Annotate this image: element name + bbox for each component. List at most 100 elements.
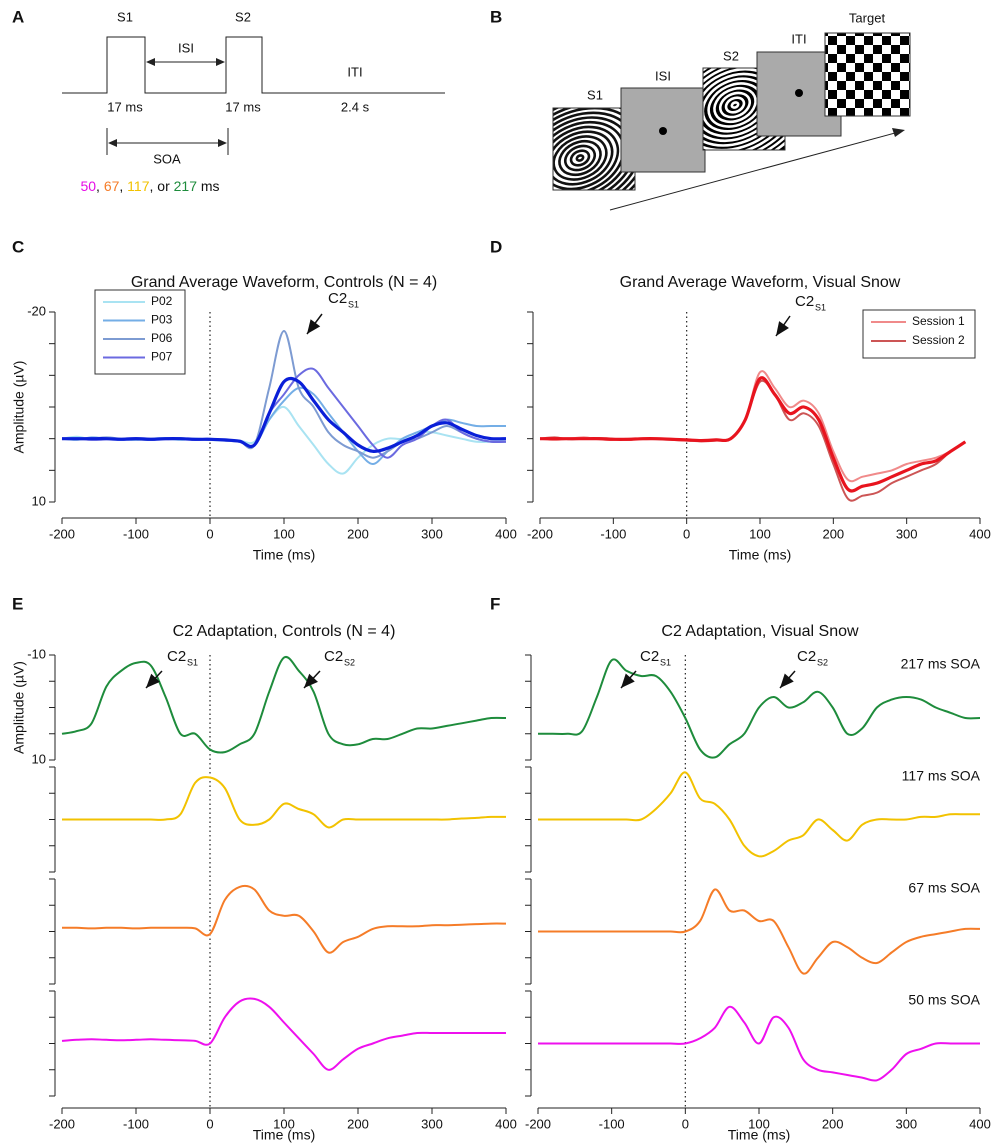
x-tick-label: 200 xyxy=(822,526,844,541)
waveform xyxy=(62,376,507,454)
ridge xyxy=(724,96,746,114)
label: ISI xyxy=(655,68,671,83)
annotation-arrowhead xyxy=(307,319,321,334)
panel-label: A xyxy=(12,7,24,26)
x-tick-label: 400 xyxy=(969,1116,991,1131)
y-tick-label: 10 xyxy=(32,751,46,766)
soa-option: ms xyxy=(197,178,220,194)
ridge xyxy=(553,125,620,190)
label: ITI xyxy=(791,31,806,46)
panel-label: B xyxy=(490,7,502,26)
y-tick-label: -10 xyxy=(27,646,46,661)
legend-label: Session 1 xyxy=(912,314,965,328)
ridge xyxy=(553,130,614,186)
x-tick-label: 400 xyxy=(969,526,991,541)
legend-label: P06 xyxy=(151,331,173,345)
ridge xyxy=(563,144,597,172)
x-axis-label: Time (ms) xyxy=(729,547,791,563)
fixation-dot xyxy=(659,127,667,135)
waveform xyxy=(538,1005,980,1082)
label: S1 xyxy=(587,87,603,102)
annotation-subscript: S1 xyxy=(187,657,198,667)
soa-option: 117 xyxy=(127,178,150,194)
x-tick-label: -100 xyxy=(123,526,149,541)
pulse-trace xyxy=(62,36,445,94)
ridge xyxy=(569,149,591,167)
chart-title: Grand Average Waveform, Controls (N = 4) xyxy=(131,274,437,291)
label: S2 xyxy=(235,9,251,24)
x-axis-label: Time (ms) xyxy=(253,1127,315,1143)
ridge xyxy=(553,135,608,181)
x-tick-label: 300 xyxy=(895,1116,917,1131)
annotation-arrowhead xyxy=(146,673,160,688)
x-tick-label: 100 xyxy=(749,526,771,541)
x-tick-label: -100 xyxy=(600,526,626,541)
ridge xyxy=(703,68,785,150)
label: SOA xyxy=(153,151,181,166)
chart-title: C2 Adaptation, Controls (N = 4) xyxy=(173,623,396,640)
waveform xyxy=(61,884,507,954)
waveform xyxy=(540,376,967,493)
label: ITI xyxy=(347,64,362,79)
series-label: 67 ms SOA xyxy=(908,880,980,896)
x-tick-label: 0 xyxy=(682,1116,689,1131)
panel-label: F xyxy=(490,594,500,613)
x-axis-label: Time (ms) xyxy=(253,547,315,563)
annotation: C2 xyxy=(328,290,347,307)
waveform xyxy=(538,658,981,759)
x-tick-label: 200 xyxy=(822,1116,844,1131)
ridge xyxy=(713,86,757,124)
soa-options: 50, 67, 117, or 217 ms xyxy=(80,178,219,194)
waveform xyxy=(61,655,507,754)
annotation-arrowhead xyxy=(304,673,318,688)
ridge xyxy=(553,108,635,190)
waveform xyxy=(539,370,966,483)
annotation-subscript: S2 xyxy=(817,657,828,667)
series-label: 217 ms SOA xyxy=(901,656,981,672)
annotation: C2 xyxy=(795,293,814,310)
x-tick-label: 400 xyxy=(495,526,517,541)
x-tick-label: 0 xyxy=(683,526,690,541)
ridge xyxy=(703,68,785,150)
annotation-arrowhead xyxy=(776,321,789,336)
annotation-subscript: S1 xyxy=(815,302,826,312)
legend-label: P02 xyxy=(151,294,173,308)
x-axis-label: Time (ms) xyxy=(728,1127,790,1143)
target-checkerboard xyxy=(824,32,911,117)
y-tick-label: -20 xyxy=(27,303,46,318)
sequence-diagram: S1 ISI S2 ITI Target xyxy=(552,10,911,211)
chart-title: C2 Adaptation, Visual Snow xyxy=(661,623,859,640)
waveform xyxy=(61,997,506,1071)
x-tick-label: 200 xyxy=(347,1116,369,1131)
x-tick-label: 0 xyxy=(206,1116,213,1131)
label: S2 xyxy=(723,48,739,63)
ridge xyxy=(553,108,635,190)
series-label: 50 ms SOA xyxy=(908,992,980,1008)
x-tick-label: 300 xyxy=(896,526,918,541)
chart: Grand Average Waveform, Controls (N = 4)… xyxy=(11,274,517,562)
label: 17 ms xyxy=(225,99,261,114)
soa-option: , xyxy=(96,178,104,194)
x-tick-label: 100 xyxy=(273,526,295,541)
annotation: C2 xyxy=(167,648,186,665)
x-tick-label: 100 xyxy=(748,1116,770,1131)
annotation: C2 xyxy=(640,648,659,665)
time-arrow xyxy=(609,132,896,211)
chart: Grand Average Waveform, Visual Snow Time … xyxy=(527,274,991,562)
y-axis-label: Amplitude (µV) xyxy=(11,361,27,454)
waveform xyxy=(538,771,980,858)
ridge xyxy=(558,139,602,177)
waveform xyxy=(61,386,506,465)
panel-label: C xyxy=(12,237,24,256)
label: Target xyxy=(849,10,886,25)
x-tick-label: -200 xyxy=(49,1116,75,1131)
timing-diagram: S1 S2 ISI ITI 17 ms 17 ms 2.4 s SOA 50, … xyxy=(62,9,445,194)
soa-option: 67 xyxy=(104,178,120,194)
soa-option: 50 xyxy=(80,178,96,194)
panel-label: D xyxy=(490,237,502,256)
soa-option: , xyxy=(119,178,127,194)
ridge xyxy=(575,154,585,162)
annotation: C2 xyxy=(324,648,343,665)
ridge xyxy=(730,101,740,109)
